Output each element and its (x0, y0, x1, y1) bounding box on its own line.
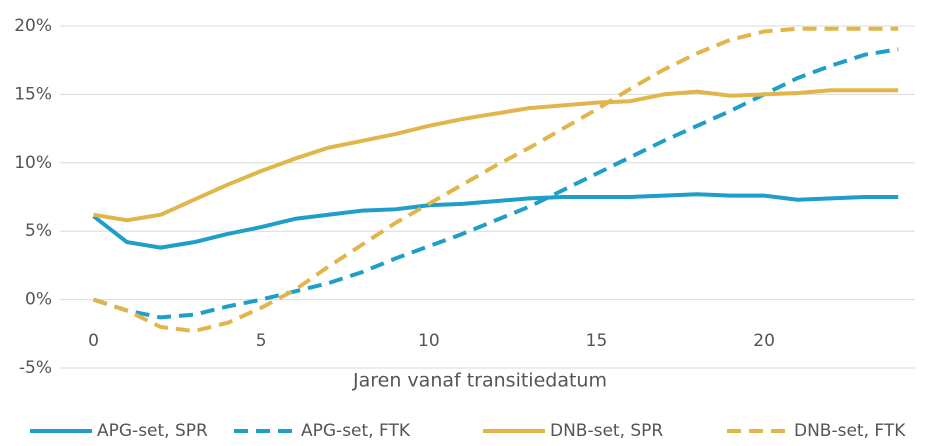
x-tick-label: 0 (88, 331, 99, 351)
x-tick-label: 15 (586, 331, 608, 351)
y-tick-label: 0% (25, 290, 52, 310)
y-tick-label: 20% (14, 16, 52, 36)
x-axis-title: Jaren vanaf transitiedatum (352, 370, 607, 392)
y-tick-label: 10% (14, 153, 52, 173)
series-line (92, 26, 899, 334)
y-tick-label: 15% (14, 84, 52, 104)
legend-label: DNB-set, FTK (794, 421, 906, 441)
series-line (92, 47, 899, 320)
series-line (92, 192, 899, 250)
legend-label: DNB-set, SPR (550, 421, 663, 441)
x-tick-label: 10 (418, 331, 440, 351)
y-tick-label: 5% (25, 221, 52, 241)
x-tick-label: 20 (753, 331, 775, 351)
x-tick-label: 5 (256, 331, 267, 351)
y-tick-label: -5% (19, 358, 52, 378)
series-line (93, 88, 899, 223)
legend-label: APG-set, FTK (301, 421, 411, 441)
legend-label: APG-set, SPR (97, 421, 208, 441)
